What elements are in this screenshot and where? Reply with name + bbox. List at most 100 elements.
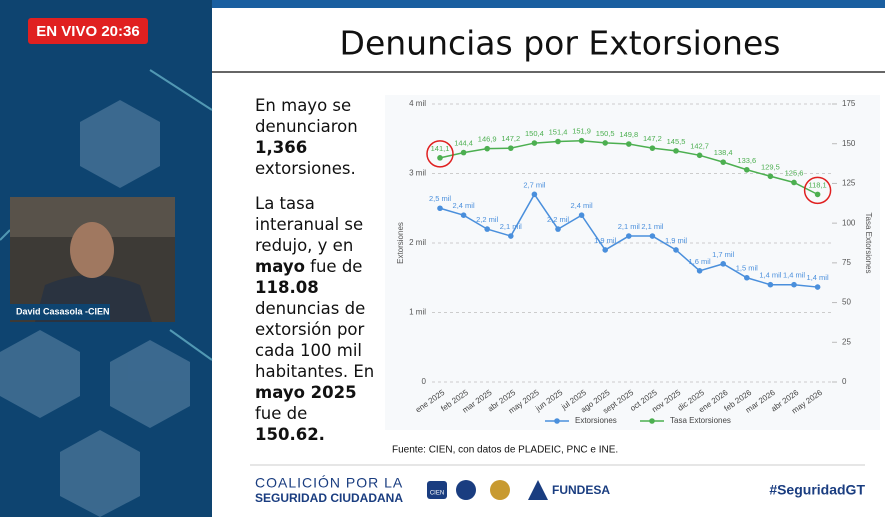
value-label: 151,4 [549, 127, 568, 136]
live-badge [28, 18, 148, 44]
slide-text: En mayo se denunciaron 1,366 extorsiones… [255, 95, 380, 459]
run: 118.08 [255, 278, 319, 297]
point [814, 284, 821, 290]
value-label: 1,4 mil [759, 271, 781, 280]
point [696, 152, 703, 159]
y-tick-label: 0 [422, 377, 427, 386]
live-text: EN VIVO 20:36 [36, 23, 139, 40]
value-label: 118,1 [808, 180, 826, 189]
y-tick-label: 1 mil [409, 308, 426, 317]
value-label: 2,2 mil [547, 215, 569, 224]
point [531, 140, 538, 146]
y2-tick-label: 100 [842, 218, 856, 227]
value-label: 144,4 [454, 139, 473, 148]
point [791, 179, 797, 186]
point [767, 281, 774, 288]
point [555, 138, 561, 145]
hexagons [0, 100, 190, 517]
y2-tick-label: 75 [842, 258, 851, 267]
run: fue de [255, 404, 308, 423]
coalition-2: SEGURIDAD CIUDADANA [255, 491, 403, 505]
y-tick-label: 4 mil [409, 99, 426, 108]
point [673, 247, 679, 253]
slide-title: Denuncias por Extorsiones [340, 24, 781, 63]
legend-label: Extorsiones [575, 416, 617, 425]
value-label: 150,5 [596, 129, 615, 138]
run: 1,366 [255, 138, 308, 157]
point [673, 148, 679, 154]
run: fue de [304, 257, 363, 276]
point [508, 233, 514, 239]
value-label: 142,7 [690, 141, 709, 150]
y-tick-label: 2 mil [409, 238, 426, 247]
point [484, 226, 491, 232]
value-label: 1,9 mil [594, 236, 616, 245]
point [460, 212, 467, 218]
run: La tasa interanual se redujo, y en [255, 194, 364, 255]
value-label: 2,1 mil [500, 222, 522, 231]
y2-tick-label: 125 [842, 179, 856, 188]
cien-logo [427, 481, 447, 499]
source: Fuente: CIEN, con datos de PLADEIC, PNC … [392, 445, 618, 456]
point [437, 155, 443, 161]
y2-tick-label: 50 [842, 298, 851, 307]
point [626, 233, 632, 239]
value-label: 146,9 [478, 135, 497, 144]
fundesa-logo [528, 480, 548, 500]
deco-lines [0, 69, 213, 361]
y2-tick-label: 175 [842, 99, 856, 108]
value-label: 149,8 [619, 130, 638, 139]
point [437, 205, 443, 212]
paragraph: La tasa interanual se redujo, y en mayo … [255, 193, 380, 445]
point [626, 141, 632, 147]
y2-tick-label: 25 [842, 337, 851, 346]
point [767, 173, 774, 180]
cien-text: CIEN [430, 491, 444, 497]
value-label: 2,7 mil [523, 180, 545, 189]
run: denuncias de extorsión por cada 100 mil … [255, 299, 375, 381]
highlight-ring [426, 140, 454, 168]
value-label: 2,5 mil [429, 194, 451, 203]
legend-dot [554, 418, 560, 424]
value-label: 1,4 mil [783, 271, 805, 280]
point [508, 145, 514, 151]
value-label: 2,1 mil [641, 222, 663, 231]
value-label: 2,2 mil [476, 215, 498, 224]
value-label: 138,4 [714, 148, 733, 157]
point [602, 140, 608, 146]
fundesa-text: FUNDESA [552, 483, 610, 497]
value-label: 1,5 mil [736, 264, 758, 273]
point [578, 212, 585, 218]
run: mayo [255, 257, 305, 276]
point [744, 166, 750, 173]
point [649, 145, 656, 151]
presenter-name: David Casasola -CIEN [16, 306, 110, 316]
point [460, 149, 467, 156]
highlight-ring [803, 176, 832, 205]
point [578, 137, 585, 144]
point [720, 261, 726, 267]
point [814, 191, 821, 198]
coalition-1: COALICIÓN POR LA [255, 475, 403, 491]
legend-dot [649, 418, 655, 424]
value-label: 2,4 mil [453, 201, 475, 210]
value-label: 145,5 [667, 137, 686, 146]
point [484, 145, 491, 152]
value-label: 150,4 [525, 129, 544, 138]
value-label: 2,1 mil [618, 222, 640, 231]
y-tick-label: 3 mil [409, 169, 426, 178]
value-label: 1,4 mil [807, 273, 829, 282]
hashtag: #SeguridadGT [769, 482, 865, 498]
point [720, 159, 726, 165]
y2-axis-label: Tasa Extorsiones [864, 213, 873, 274]
point [791, 281, 797, 288]
value-label: 1,6 mil [689, 257, 711, 266]
value-label: 147,2 [501, 134, 520, 143]
value-label: 129,5 [761, 162, 780, 171]
value-label: 141,1 [431, 144, 450, 153]
y-axis-label: Extorsiones [396, 222, 405, 264]
run: extorsiones. [255, 159, 356, 178]
run: 150.62. [255, 425, 325, 444]
point [555, 226, 561, 232]
